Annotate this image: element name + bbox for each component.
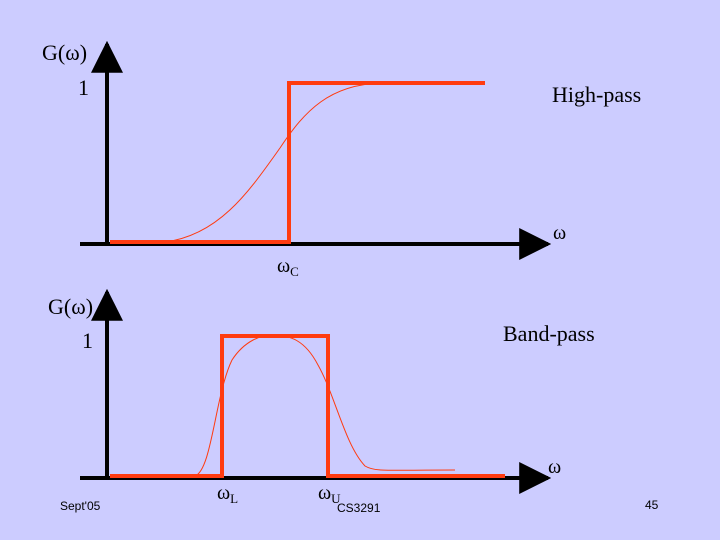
bottom-x-axis-label: ω: [548, 456, 562, 478]
top-y-axis-label: G(ω): [42, 40, 88, 65]
bottom-y-tick-label: 1: [82, 328, 93, 353]
bottom-y-axis-label: G(ω): [48, 294, 94, 319]
highpass-ideal-curve: [110, 81, 485, 244]
footer-course: CS3291: [337, 501, 381, 515]
bottom-upper-cutoff-subscript: U: [331, 491, 341, 506]
bandpass-ideal-curve: [110, 334, 505, 478]
bottom-lower-cutoff-label: ωL: [217, 482, 239, 506]
top-cutoff-label: ωC: [277, 255, 299, 279]
bottom-panel-title: Band-pass: [503, 321, 595, 346]
bottom-upper-cutoff-label: ωU: [318, 482, 341, 506]
footer-page-number: 45: [645, 498, 659, 512]
top-x-axis-label: ω: [553, 222, 567, 244]
bottom-lower-cutoff-subscript: L: [230, 491, 239, 506]
top-panel-title: High-pass: [552, 82, 642, 107]
bandpass-real-curve: [110, 334, 456, 477]
top-y-tick-label: 1: [78, 75, 89, 100]
top-cutoff-subscript: C: [290, 264, 299, 279]
highpass-real-curve: [110, 82, 485, 243]
footer-date: Sept'05: [60, 499, 101, 513]
